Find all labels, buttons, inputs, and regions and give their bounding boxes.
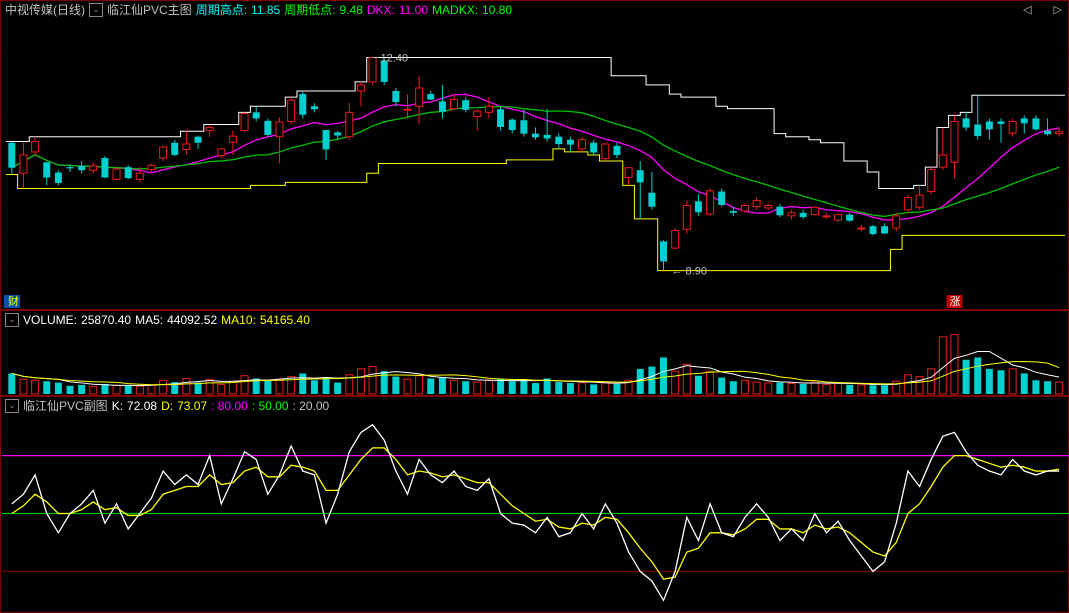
d-label: D:	[161, 397, 173, 415]
volume-chart-svg[interactable]	[2, 329, 1069, 395]
svg-text:← 8.90: ← 8.90	[672, 266, 707, 278]
period-high-label: 周期高点:	[196, 1, 247, 19]
kd-chart-svg[interactable]	[2, 415, 1069, 612]
period-low-value: 9.48	[340, 1, 363, 19]
line50-label: : 50.00	[252, 397, 289, 415]
main-price-panel: 中视传媒(日线) ⌄ 临江仙PVC主图 周期高点: 11.85 周期低点: 9.…	[0, 0, 1069, 310]
collapse-icon[interactable]: ⌄	[5, 399, 19, 413]
volume-value: 25870.40	[81, 311, 131, 329]
k-label: K:	[112, 397, 123, 415]
period-low-label: 周期低点:	[284, 1, 335, 19]
next-icon[interactable]: ▷	[1054, 1, 1068, 19]
dkx-value: 11.00	[399, 1, 428, 19]
collapse-icon[interactable]: ⌄	[89, 3, 103, 17]
ma10-value: 54165.40	[260, 311, 310, 329]
madkx-label: MADKX:	[432, 1, 478, 19]
main-chart-svg[interactable]: 12.40 ← 8.90 财 涨	[2, 19, 1069, 309]
ma5-label: MA5:	[135, 311, 163, 329]
line20-label: : 20.00	[293, 397, 330, 415]
period-high-value: 11.85	[251, 1, 280, 19]
kd-header: ⌄ 临江仙PVC副图 K: 72.08 D: 73.07 : 80.00 : 5…	[1, 397, 1068, 415]
madkx-value: 10.80	[482, 1, 512, 19]
ma5-value: 44092.52	[167, 311, 217, 329]
ma10-label: MA10:	[221, 311, 256, 329]
dkx-label: DKX:	[367, 1, 395, 19]
main-header: 中视传媒(日线) ⌄ 临江仙PVC主图 周期高点: 11.85 周期低点: 9.…	[1, 1, 1068, 19]
indicator-title: 临江仙PVC主图	[107, 1, 192, 19]
prev-icon[interactable]: ◁	[1023, 1, 1049, 19]
volume-panel: ⌄ VOLUME: 25870.40 MA5: 44092.52 MA10: 5…	[0, 310, 1069, 396]
collapse-icon[interactable]: ⌄	[5, 313, 19, 327]
d-value: 73.07	[177, 397, 207, 415]
volume-label: VOLUME:	[23, 311, 77, 329]
symbol-title: 中视传媒(日线)	[5, 1, 85, 19]
svg-text:涨: 涨	[949, 295, 960, 308]
volume-header: ⌄ VOLUME: 25870.40 MA5: 44092.52 MA10: 5…	[1, 311, 1068, 329]
k-value: 72.08	[127, 397, 157, 415]
svg-text:12.40: 12.40	[381, 53, 409, 65]
line80-label: : 80.00	[211, 397, 248, 415]
kd-indicator-title: 临江仙PVC副图	[23, 397, 108, 415]
kd-panel: ⌄ 临江仙PVC副图 K: 72.08 D: 73.07 : 80.00 : 5…	[0, 396, 1069, 613]
svg-text:财: 财	[8, 294, 19, 308]
